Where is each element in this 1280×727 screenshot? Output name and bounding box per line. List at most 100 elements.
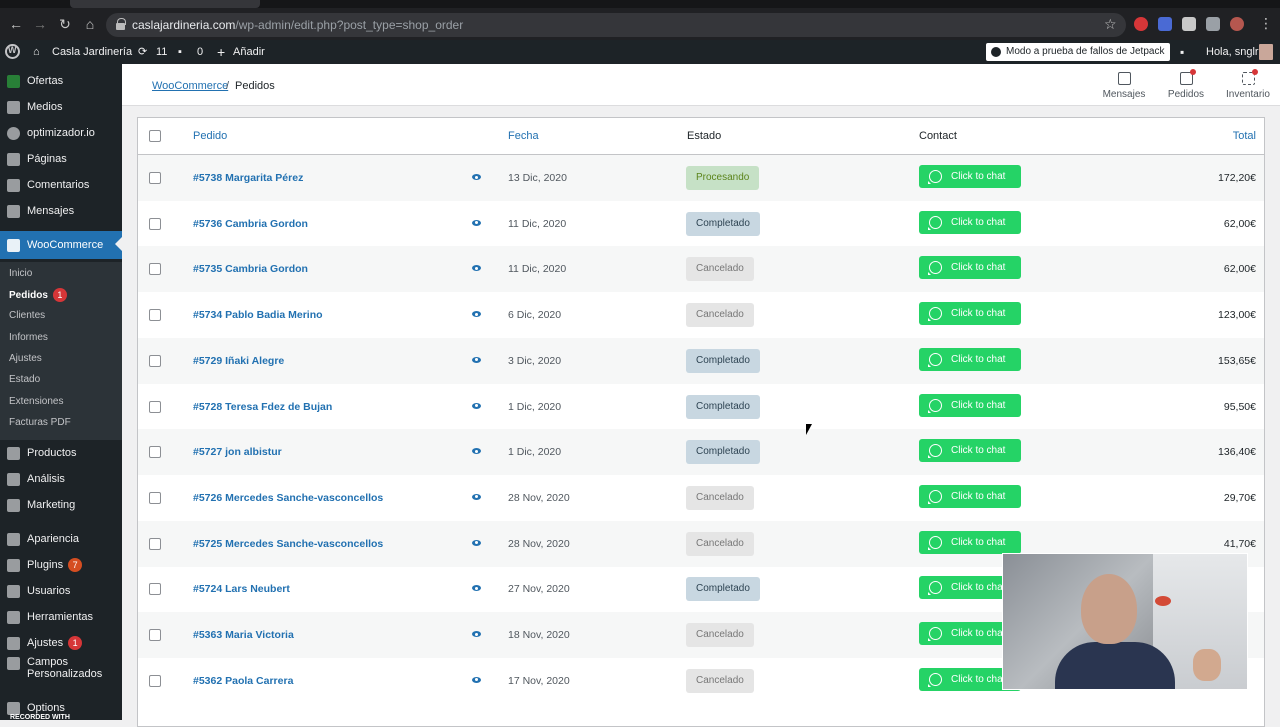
row-checkbox[interactable] [149,537,161,550]
eye-preview-icon[interactable] [472,631,481,637]
table-row[interactable]: #5724 Lars Neubert 27 Nov, 2020 Completado… [138,566,1264,612]
wordpress-logo-icon[interactable] [5,44,20,59]
user-avatar[interactable] [1259,44,1273,60]
sidebar-item-paginas[interactable]: Páginas [0,146,122,172]
click-to-chat-button[interactable]: Click to chat [919,530,1021,554]
header-pedidos-button[interactable]: Pedidos [1156,69,1216,100]
jetpack-safe-mode-notice[interactable]: Modo a prueba de fallos de Jetpack [986,43,1171,61]
table-row[interactable]: #5729 Iñaki Alegre 3 Dic, 2020 Completado C… [138,337,1264,384]
comments-count[interactable]: 0 [197,46,204,58]
eye-preview-icon[interactable] [472,356,481,363]
submenu-item-inicio[interactable]: Inicio [9,268,33,279]
order-link[interactable]: #5727 jon albistur [193,446,282,459]
table-row[interactable]: #5735 Cambria Gordon 11 Dic, 2020 Cancelad… [138,246,1264,293]
order-link[interactable]: #5363 Maria Victoria [193,629,294,641]
sidebar-item-herramientas[interactable]: Herramientas [0,604,122,630]
order-link[interactable]: #5729 Iñaki Alegre [193,354,285,367]
click-to-chat-button[interactable]: Click to chat [919,484,1021,508]
eye-preview-icon[interactable] [472,585,481,592]
eye-preview-icon[interactable] [472,539,481,546]
sidebar-item-optimizador[interactable]: optimizador.io [0,120,122,146]
row-checkbox[interactable] [149,629,161,641]
order-link[interactable]: #5736 Cambria Gordon [193,217,308,230]
reading-list-icon[interactable] [1206,17,1220,31]
click-to-chat-button[interactable]: Click to chat [919,576,1021,600]
reload-icon[interactable]: ↻ [59,16,71,32]
extension-icon[interactable] [1134,17,1148,31]
sidebar-item-analisis[interactable]: Análisis [0,466,122,492]
extension-icon[interactable] [1158,17,1172,31]
eye-preview-icon[interactable] [472,493,481,500]
greeting-link[interactable]: Hola, snglr [1206,46,1259,58]
submenu-item-estado[interactable]: Estado [9,374,41,385]
submenu-item-ajustes[interactable]: Ajustes [9,353,42,364]
table-row[interactable]: #5734 Pablo Badia Merino 6 Dic, 2020 Cance… [138,292,1264,338]
order-link[interactable]: #5362 Paola Carrera [193,674,294,687]
row-checkbox[interactable] [149,583,161,596]
click-to-chat-button[interactable]: Click to chat [919,256,1021,280]
home-icon[interactable]: ⌂ [85,16,95,32]
sidebar-item-campos[interactable]: Campos Personalizados [0,656,122,686]
add-new-link[interactable]: Añadir [233,46,265,58]
click-to-chat-button[interactable]: Click to chat [919,393,1021,417]
sidebar-item-medios[interactable]: Medios [0,94,122,120]
site-name-link[interactable]: Casla Jardinería [52,46,133,58]
submenu-item-facturas[interactable]: Facturas PDF [9,417,71,428]
order-link[interactable]: #5726 Mercedes Sanche-vasconcellos [193,491,384,504]
eye-preview-icon[interactable] [472,402,481,409]
order-link[interactable]: #5728 Teresa Fdez de Bujan [193,400,333,413]
sidebar-item-ajustes[interactable]: Ajustes 1 [0,630,122,656]
eye-preview-icon[interactable] [472,174,481,180]
header-mensajes-button[interactable]: Mensajes [1094,70,1154,100]
updates-icon[interactable]: ⟳ [138,46,148,58]
updates-count[interactable]: 11 [156,46,168,58]
order-link[interactable]: #5735 Cambria Gordon [193,263,308,276]
row-checkbox[interactable] [149,263,161,276]
submenu-item-clientes[interactable]: Clientes [9,310,46,321]
forward-icon[interactable]: → [33,16,47,32]
column-header-fecha[interactable]: Fecha [508,130,539,142]
header-inventario-button[interactable]: Inventario [1218,69,1278,100]
eye-preview-icon[interactable] [472,265,481,272]
submenu-item-extensiones[interactable]: Extensiones [9,396,64,407]
row-checkbox[interactable] [149,354,161,367]
sidebar-item-apariencia[interactable]: Apariencia [0,526,122,552]
table-row[interactable]: #5727 jon albistur 1 Dic, 2020 Completado C… [138,429,1264,476]
back-icon[interactable]: ← [9,16,23,32]
sidebar-item-mensajes[interactable]: Mensajes [0,198,122,224]
click-to-chat-button[interactable]: Click to chat [919,302,1021,326]
submenu-item-pedidos[interactable]: Pedidos 1 [9,288,67,302]
table-row[interactable]: #5725 Mercedes Sanche-vasconcellos 28 Nov… [138,520,1264,567]
profile-avatar[interactable] [1230,17,1244,31]
browser-tab[interactable] [70,0,260,8]
order-link[interactable]: #5738 Margarita Pérez [193,172,304,184]
row-checkbox[interactable] [149,309,161,322]
row-checkbox[interactable] [149,491,161,504]
eye-preview-icon[interactable] [472,311,481,318]
row-checkbox[interactable] [149,400,161,413]
column-header-pedido[interactable]: Pedido [193,130,228,142]
select-all-checkbox[interactable] [149,130,161,142]
row-checkbox[interactable] [149,217,161,230]
eye-preview-icon[interactable] [472,448,481,455]
puzzle-icon[interactable] [1182,17,1196,31]
submenu-item-informes[interactable]: Informes [9,332,48,343]
plus-icon[interactable]: + [217,44,226,60]
row-checkbox[interactable] [149,172,161,184]
table-row[interactable]: #5726 Mercedes Sanche-vasconcellos 28 Nov… [138,475,1264,521]
address-bar[interactable]: caslajardineria.com/wp-admin/edit.php?po… [106,13,1126,37]
order-link[interactable]: #5724 Lars Neubert [193,583,290,596]
click-to-chat-button[interactable]: Click to chat [919,210,1021,234]
bookmark-star-icon[interactable]: ☆ [1104,16,1117,32]
click-to-chat-button[interactable]: Click to chat [919,347,1021,371]
sidebar-item-marketing[interactable]: Marketing [0,492,122,518]
sidebar-item-productos[interactable]: Productos [0,440,122,466]
home-icon[interactable]: ⌂ [33,46,40,58]
sidebar-item-plugins[interactable]: Plugins 7 [0,552,122,578]
eye-preview-icon[interactable] [472,676,481,683]
sidebar-item-usuarios[interactable]: Usuarios [0,578,122,604]
row-checkbox[interactable] [149,446,161,459]
order-link[interactable]: #5734 Pablo Badia Merino [193,309,323,322]
click-to-chat-button[interactable]: Click to chat [919,622,1021,645]
click-to-chat-button[interactable]: Click to chat [919,667,1021,691]
